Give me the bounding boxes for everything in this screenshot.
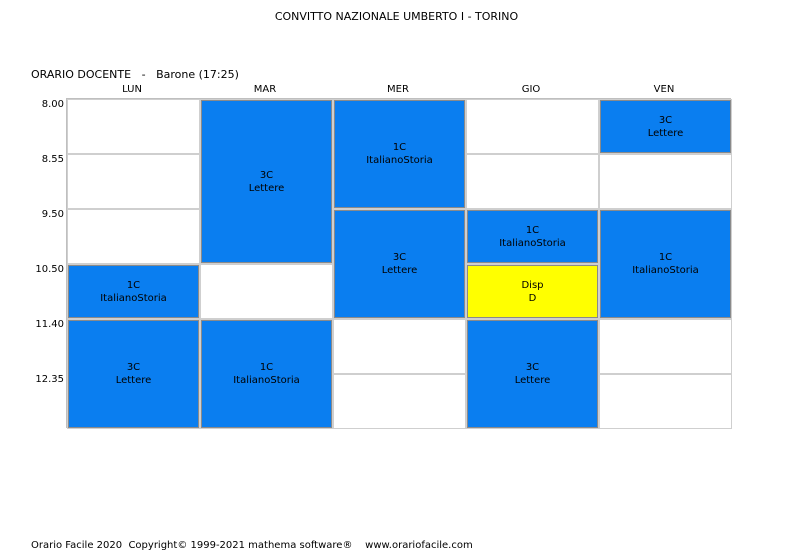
lesson-class: 1C [658, 252, 673, 263]
lesson-class: 3C [392, 252, 407, 263]
empty-slot[interactable] [67, 99, 200, 154]
lesson-block[interactable]: 1C ItalianoStoria [467, 210, 598, 263]
day-header-mar: MAR [253, 84, 277, 95]
lesson-block[interactable]: 3C Lettere [467, 320, 598, 428]
time-label: 11.40 [35, 319, 64, 330]
lesson-class: 1C [259, 362, 274, 373]
availability-block[interactable]: Disp D [467, 265, 598, 318]
lesson-subject: Lettere [381, 265, 418, 276]
time-label: 10.50 [35, 264, 64, 275]
day-header-ven: VEN [653, 84, 675, 95]
timetable-grid: 1C ItalianoStoria 3C Lettere 3C Lettere 1C Ital… [66, 98, 732, 429]
empty-slot[interactable] [599, 154, 732, 209]
empty-slot[interactable] [333, 374, 466, 429]
lesson-class: 3C [259, 169, 274, 181]
empty-slot[interactable] [599, 374, 732, 429]
time-label: 8.55 [41, 154, 64, 165]
time-label: 8.00 [41, 99, 64, 110]
lesson-block[interactable]: 3C Lettere [201, 100, 332, 263]
lesson-subject: Lettere [248, 182, 285, 194]
empty-slot[interactable] [466, 99, 599, 154]
time-label: 12.35 [35, 374, 64, 385]
lesson-subject: ItalianoStoria [499, 237, 566, 249]
lesson-subject: Lettere [514, 375, 551, 386]
empty-slot[interactable] [200, 264, 333, 319]
lesson-block[interactable]: 3C Lettere [334, 210, 465, 318]
lesson-class: 1C [525, 224, 540, 236]
day-header-gio: GIO [521, 84, 541, 95]
day-header-mer: MER [387, 84, 409, 95]
lesson-class: Disp [521, 279, 544, 291]
lesson-block[interactable]: 3C Lettere [600, 100, 731, 153]
empty-slot[interactable] [599, 319, 732, 374]
lesson-block[interactable]: 1C ItalianoStoria [334, 100, 465, 208]
teacher-name: Barone (17:25) [156, 68, 239, 81]
lesson-class: 3C [658, 114, 673, 126]
schedule-header: ORARIO DOCENTE - Barone (17:25) [31, 68, 239, 81]
lesson-subject: ItalianoStoria [233, 375, 300, 386]
lesson-block[interactable]: 3C Lettere [68, 320, 199, 428]
empty-slot[interactable] [333, 319, 466, 374]
lesson-class: 3C [126, 362, 141, 373]
day-header-lun: LUN [122, 84, 142, 95]
lesson-subject: ItalianoStoria [366, 155, 433, 166]
lesson-block[interactable]: 1C ItalianoStoria [68, 265, 199, 318]
lesson-class: 1C [392, 142, 407, 153]
time-label: 9.50 [41, 209, 64, 220]
lesson-block[interactable]: 1C ItalianoStoria [600, 210, 731, 318]
lesson-class: 1C [126, 279, 141, 291]
lesson-subject: Lettere [647, 127, 684, 139]
separator: - [141, 68, 146, 81]
school-name: CONVITTO NAZIONALE UMBERTO I - TORINO [274, 10, 519, 23]
empty-slot[interactable] [67, 154, 200, 209]
lesson-subject: ItalianoStoria [100, 292, 167, 304]
empty-slot[interactable] [466, 154, 599, 209]
lesson-subject: Lettere [115, 375, 152, 386]
lesson-subject: ItalianoStoria [632, 265, 699, 276]
footer-copyright: Orario Facile 2020 Copyright© 1999-2021 … [31, 540, 473, 551]
lesson-class: 3C [525, 362, 540, 373]
empty-slot[interactable] [67, 209, 200, 264]
schedule-title: ORARIO DOCENTE [31, 68, 132, 81]
lesson-block[interactable]: 1C ItalianoStoria [201, 320, 332, 428]
lesson-subject: D [528, 292, 537, 304]
